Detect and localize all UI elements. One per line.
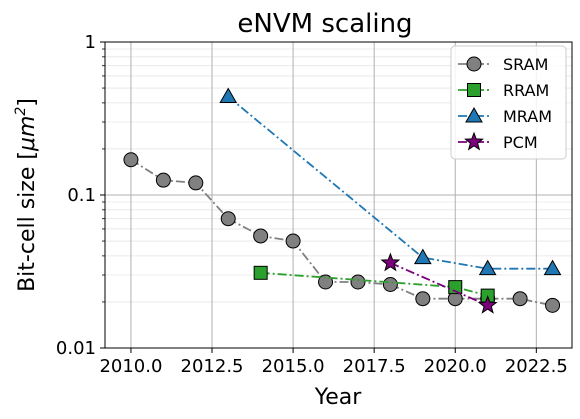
x-tick-label: 2022.5 bbox=[505, 356, 568, 377]
y-axis-label: Bit-cell size [μm2] bbox=[13, 98, 40, 292]
legend-marker-pcm bbox=[464, 131, 484, 151]
series-pcm bbox=[380, 252, 498, 314]
sram-point bbox=[512, 291, 528, 307]
axis-ticks: 2010.0 2012.5 2015.0 2017.5 2020.0 2022.5 0.01… bbox=[56, 32, 568, 377]
chart-title: eNVM scaling bbox=[237, 9, 412, 39]
y-axis-label-close: ] bbox=[15, 98, 40, 107]
mram-point bbox=[219, 87, 238, 104]
rram-point bbox=[448, 280, 463, 295]
sram-point bbox=[350, 274, 366, 290]
legend-label-pcm: PCM bbox=[503, 133, 538, 152]
sram-point bbox=[188, 175, 204, 191]
sram-point bbox=[545, 297, 561, 313]
mram-point bbox=[478, 259, 497, 276]
sram-point bbox=[155, 172, 171, 188]
legend-marker-mram bbox=[465, 106, 483, 123]
mram-point bbox=[413, 248, 432, 265]
x-tick-label: 2010.0 bbox=[99, 356, 162, 377]
legend-label-rram: RRAM bbox=[503, 81, 549, 100]
sram-point bbox=[220, 211, 236, 227]
series-mram bbox=[219, 87, 562, 276]
pcm-point bbox=[477, 294, 498, 314]
sram-point bbox=[382, 277, 398, 293]
rram-point bbox=[253, 265, 268, 280]
sram-line bbox=[130, 158, 553, 307]
sram-point bbox=[123, 152, 139, 168]
sram-point bbox=[253, 228, 269, 244]
legend-label-mram: MRAM bbox=[503, 107, 552, 126]
pcm-line bbox=[390, 262, 489, 307]
pcm-point bbox=[380, 252, 401, 272]
mram-point bbox=[543, 259, 562, 276]
x-tick-label: 2012.5 bbox=[181, 356, 244, 377]
x-tick-label: 2015.0 bbox=[262, 356, 325, 377]
legend: SRAM RRAM MRAM PCM bbox=[450, 45, 567, 160]
mram-line bbox=[227, 95, 553, 270]
x-tick-label: 2020.0 bbox=[424, 356, 487, 377]
y-axis-label-exponent: 2 bbox=[13, 107, 29, 116]
y-tick-label: 0.1 bbox=[67, 185, 96, 206]
x-axis-label: Year bbox=[314, 385, 363, 410]
y-axis-label-text: Bit-cell size [ bbox=[15, 151, 40, 292]
legend-label-sram: SRAM bbox=[503, 55, 548, 74]
y-tick-label: 1 bbox=[85, 32, 96, 53]
legend-marker-rram bbox=[467, 83, 481, 97]
y-tick-label: 0.01 bbox=[56, 338, 96, 359]
series-rram bbox=[253, 265, 495, 303]
sram-point bbox=[415, 291, 431, 307]
x-tick-label: 2017.5 bbox=[343, 356, 406, 377]
legend-marker-sram bbox=[466, 56, 482, 72]
y-axis-label-unit: μm bbox=[15, 116, 40, 152]
series-layer bbox=[123, 87, 562, 314]
sram-point bbox=[285, 233, 301, 249]
legend-box bbox=[450, 45, 567, 160]
